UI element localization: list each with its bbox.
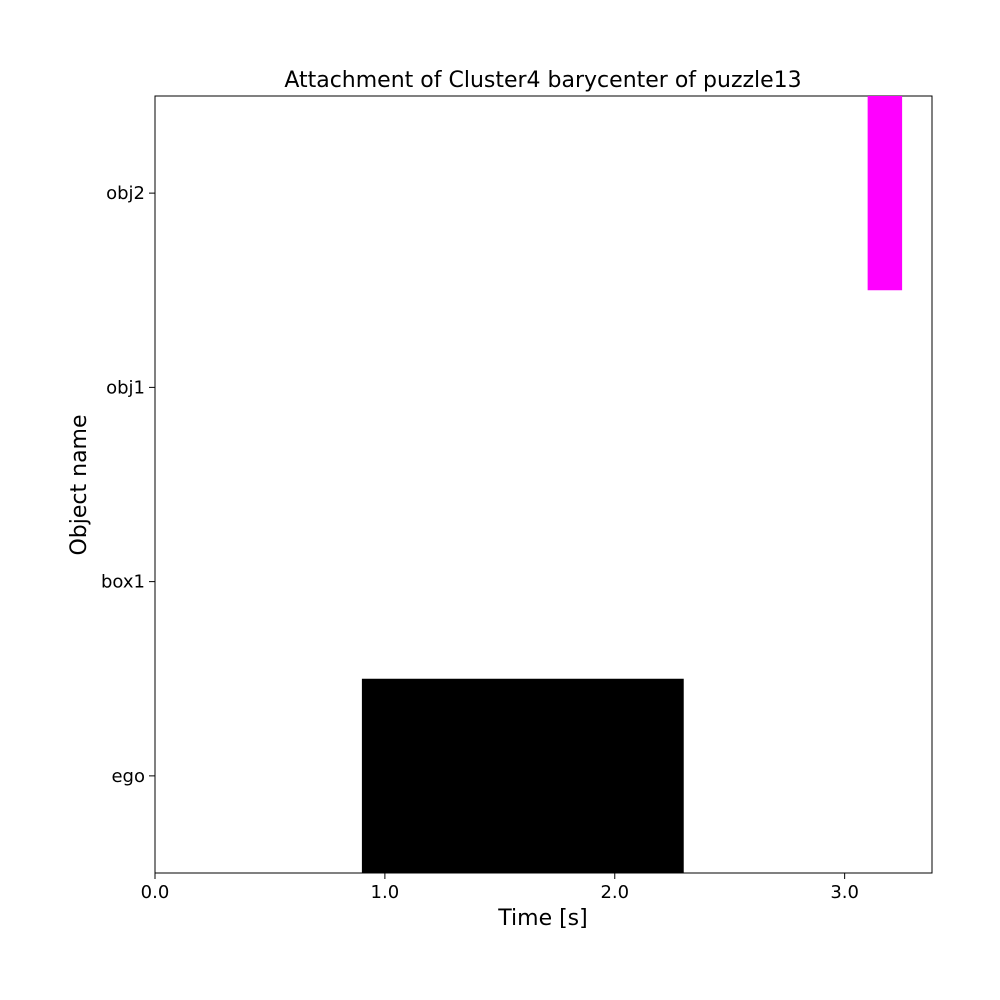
- x-tick-label: 0.0: [141, 882, 170, 903]
- x-tick-label: 3.0: [830, 882, 859, 903]
- chart-title: Attachment of Cluster4 barycenter of puz…: [284, 68, 801, 93]
- y-tick-label-box1: box1: [101, 572, 145, 593]
- x-axis-label: Time [s]: [497, 906, 587, 931]
- x-tick-label: 1.0: [371, 882, 400, 903]
- y-tick-label-obj2: obj2: [106, 183, 145, 204]
- y-axis-ticks: ego box1 obj1 obj2: [101, 183, 155, 787]
- x-axis-ticks: 0.0 1.0 2.0 3.0: [141, 873, 859, 903]
- y-tick-label-obj1: obj1: [106, 377, 145, 398]
- x-tick-label: 2.0: [600, 882, 629, 903]
- y-tick-label-ego: ego: [111, 766, 145, 787]
- bar-obj2: [867, 96, 903, 291]
- bars: [361, 96, 903, 873]
- y-axis-label: Object name: [67, 414, 92, 555]
- bar-ego: [361, 678, 684, 873]
